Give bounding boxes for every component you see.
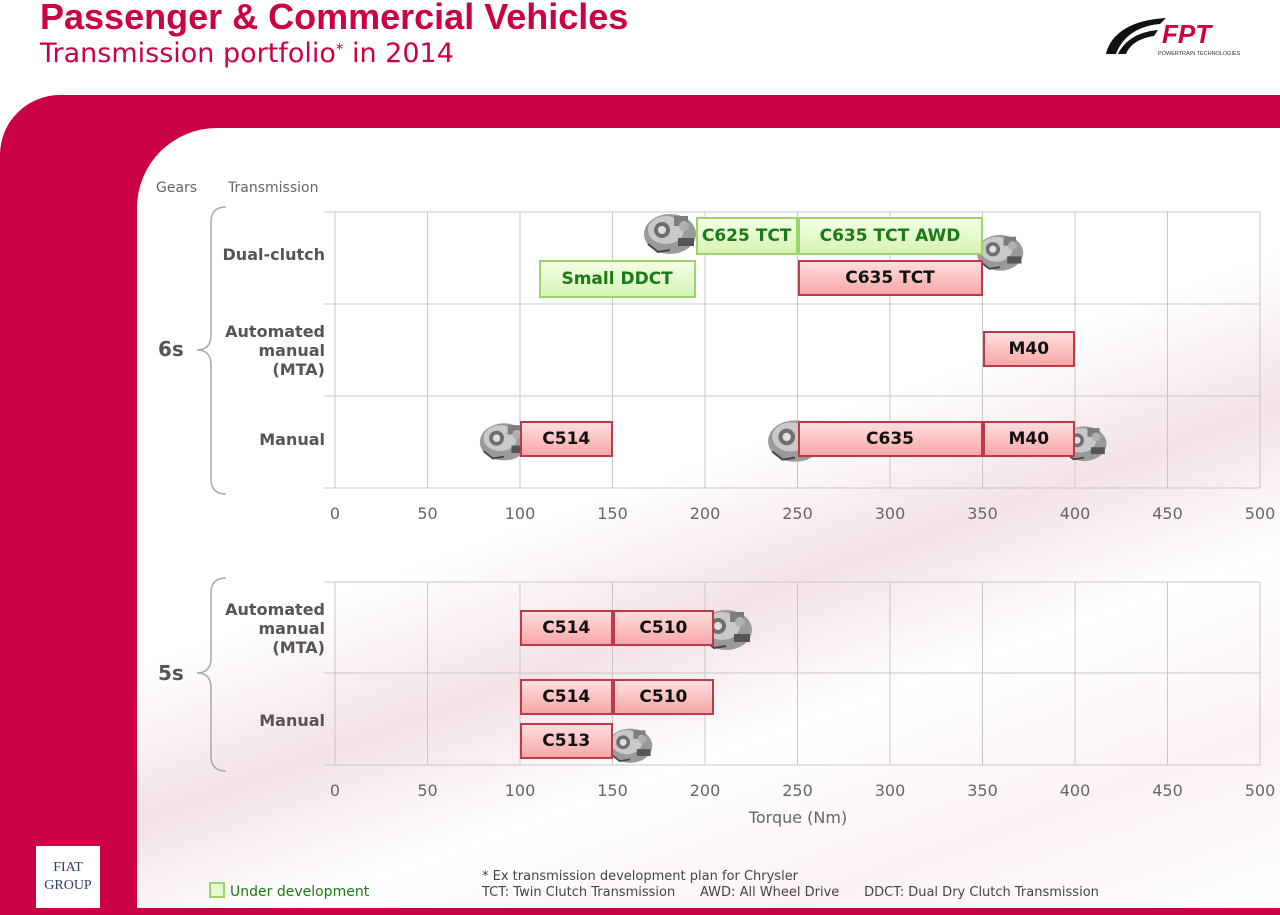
x-tick-label: 100 — [504, 781, 536, 800]
subtitle-footnote-mark: * — [335, 40, 344, 58]
x-tick-label: 250 — [782, 781, 813, 800]
x-tick-label: 100 — [504, 504, 536, 523]
gearbox-image — [607, 728, 653, 763]
gearbox-image — [976, 234, 1024, 271]
transmission-column-header: Transmission — [228, 180, 319, 196]
row-label-mta-6s: Automated manual (MTA) — [225, 322, 325, 379]
row-label-mta-5s: Automated manual (MTA) — [225, 600, 325, 657]
footnote-abbreviations: TCT: Twin Clutch Transmission AWD: All W… — [482, 885, 1099, 900]
x-tick-label: 450 — [1152, 781, 1183, 800]
transmission-bar: C510 — [612, 679, 715, 715]
row-label-manual-5s: Manual — [259, 711, 325, 730]
row-label-mta-line1: Automated — [225, 322, 325, 341]
transmission-bar: C635 TCT — [797, 260, 983, 296]
fiat-group-logo: FIAT GROUP — [36, 846, 100, 908]
page-subtitle: Transmission portfolio* in 2014 — [40, 38, 454, 69]
x-tick-label: 200 — [689, 504, 721, 523]
row-label-mta-line3: (MTA) — [272, 360, 325, 379]
grid-lines-5s — [324, 581, 1260, 766]
row-label-mta-line3: (MTA) — [272, 638, 325, 657]
brace-6s — [196, 206, 227, 495]
gear-group-5s: 5s — [158, 661, 184, 685]
legend-swatch-development — [209, 882, 225, 898]
transmission-bar: C510 — [612, 610, 715, 646]
legend-label-development: Under development — [230, 884, 370, 900]
x-tick-label: 50 — [417, 504, 438, 523]
gears-column-header: Gears — [156, 180, 198, 196]
gearbox-image — [479, 423, 529, 461]
transmission-bar: C514 — [520, 421, 613, 457]
x-tick-label: 400 — [1059, 781, 1091, 800]
row-label-mta-line2: manual — [258, 619, 325, 638]
x-tick-label: 400 — [1059, 504, 1091, 523]
row-label-mta-line2: manual — [258, 341, 325, 360]
subtitle-year: in 2014 — [343, 38, 454, 69]
x-tick-label: 50 — [417, 781, 438, 800]
transmission-bar: C514 — [520, 679, 613, 715]
transmission-bar: M40 — [982, 421, 1075, 457]
x-tick-label: 500 — [1244, 781, 1276, 800]
chart-panel — [137, 128, 1280, 908]
grid-lines-6s — [324, 211, 1260, 489]
gearbox-image — [644, 214, 696, 254]
transmission-bar: C635 — [797, 421, 983, 457]
fpt-logo-text: FPT — [1162, 19, 1213, 49]
x-tick-label: 250 — [782, 504, 813, 523]
x-tick-label: 350 — [967, 781, 998, 800]
transmission-bar: C635 TCT AWD — [797, 217, 983, 255]
transmission-bar: C513 — [520, 723, 613, 759]
x-tick-label: 300 — [874, 781, 906, 800]
x-tick-label: 350 — [967, 504, 998, 523]
x-tick-label: 0 — [329, 781, 341, 800]
transmission-bar: C625 TCT — [695, 217, 798, 255]
transmission-bar: Small DDCT — [538, 260, 696, 298]
gear-group-6s: 6s — [158, 337, 184, 361]
brace-5s — [196, 577, 227, 772]
x-tick-label: 450 — [1152, 504, 1183, 523]
transmission-bar: C514 — [520, 610, 613, 646]
footnote-chrysler: * Ex transmission development plan for C… — [482, 869, 799, 884]
row-label-dual-clutch: Dual-clutch — [222, 245, 325, 264]
x-tick-label: 0 — [329, 504, 341, 523]
x-tick-label: 200 — [689, 781, 721, 800]
page-title: Passenger & Commercial Vehicles — [40, 0, 629, 37]
fiat-logo-line2: GROUP — [44, 878, 92, 893]
x-tick-label: 300 — [874, 504, 906, 523]
row-label-manual-6s: Manual — [259, 430, 325, 449]
fiat-logo-line1: FIAT — [53, 860, 83, 875]
subtitle-text: Transmission portfolio — [40, 38, 336, 69]
x-tick-label: 150 — [597, 504, 628, 523]
row-label-mta-line1: Automated — [225, 600, 325, 619]
fpt-logo-tagline: POWERTRAIN TECHNOLOGIES — [1158, 51, 1241, 57]
fpt-logo: FPT POWERTRAIN TECHNOLOGIES — [1106, 18, 1241, 57]
x-axis-label: Torque (Nm) — [748, 808, 848, 827]
transmission-bar: M40 — [982, 331, 1075, 367]
x-tick-label: 150 — [597, 781, 628, 800]
x-tick-label: 500 — [1244, 504, 1276, 523]
